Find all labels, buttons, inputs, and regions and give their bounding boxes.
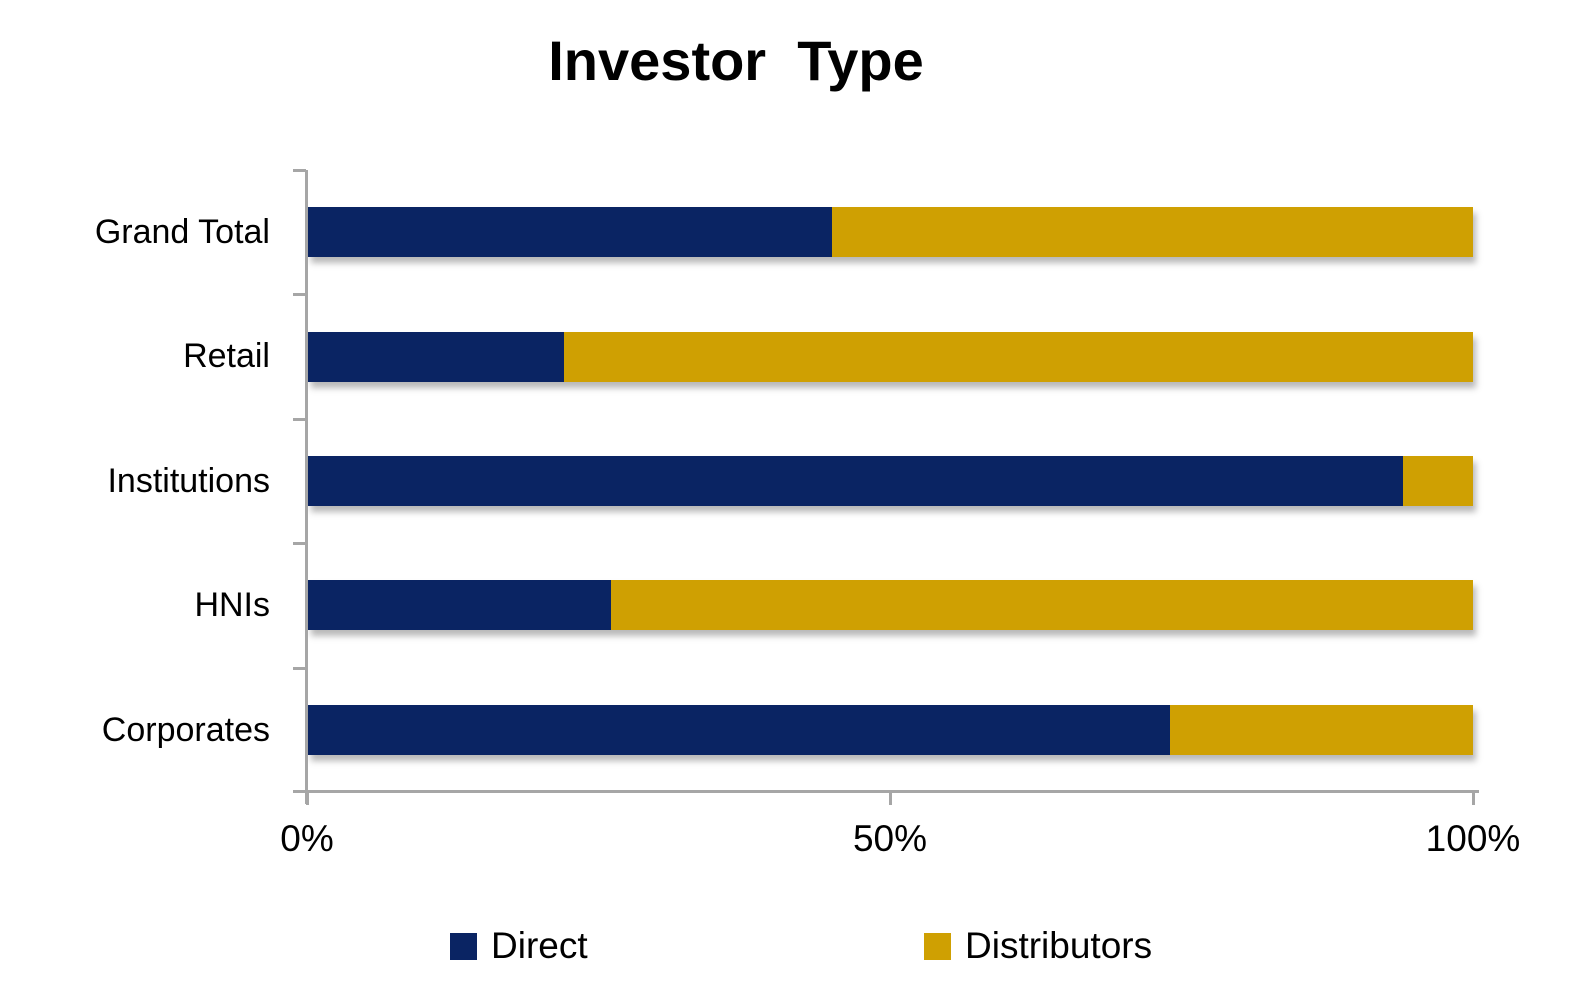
bar-segment-distributors [1170, 704, 1473, 755]
direct-legend-swatch-icon [450, 932, 477, 960]
x-axis-tick [1471, 793, 1475, 805]
legend-label-direct: Direct [491, 925, 588, 966]
bar-row-corporates [308, 704, 1473, 755]
y-axis-line [305, 170, 308, 804]
bar-row-hnis [308, 580, 1473, 631]
plot-area [293, 169, 1479, 805]
bar-segment-distributors [610, 580, 1473, 631]
bar-segment-direct [308, 456, 1404, 506]
legend-label-distributors: Distributors [965, 925, 1153, 966]
x-axis-tick-label: 50% [852, 818, 928, 859]
bar-segment-direct [308, 580, 611, 631]
legend-item-direct: Direct [450, 922, 588, 970]
y-axis-tick [293, 666, 306, 670]
x-axis-line [293, 790, 1479, 793]
bar-row-institutions [308, 456, 1473, 506]
category-label-corporates: Corporates [101, 710, 270, 749]
legend: Direct Distributors [0, 922, 1576, 970]
x-axis-tick [888, 793, 892, 805]
bar-segment-direct [308, 704, 1171, 755]
category-label-institutions: Institutions [107, 461, 270, 500]
legend-item-distributors: Distributors [924, 922, 1152, 970]
chart-title: Investor Type [548, 29, 924, 92]
x-axis-tick-label: 0% [280, 818, 334, 859]
y-axis-tick [293, 417, 306, 421]
x-axis-tick-label: 100% [1425, 818, 1521, 859]
category-label-grand-total: Grand Total [94, 213, 270, 251]
bar-segment-direct [308, 207, 833, 258]
bar-segment-distributors [1403, 456, 1473, 506]
bar-segment-distributors [564, 331, 1473, 382]
bar-segment-direct [308, 331, 565, 382]
bar-row-grand-total [308, 207, 1473, 258]
x-axis-tick [305, 793, 309, 805]
category-label-hnis: HNIs [194, 586, 270, 625]
y-axis-tick [293, 169, 306, 172]
y-axis-tick [293, 542, 306, 546]
y-axis-tick [293, 293, 306, 297]
category-label-retail: Retail [183, 337, 270, 376]
bar-segment-distributors [832, 207, 1473, 258]
bar-row-retail [308, 331, 1473, 382]
distributors-legend-swatch-icon [924, 932, 951, 960]
